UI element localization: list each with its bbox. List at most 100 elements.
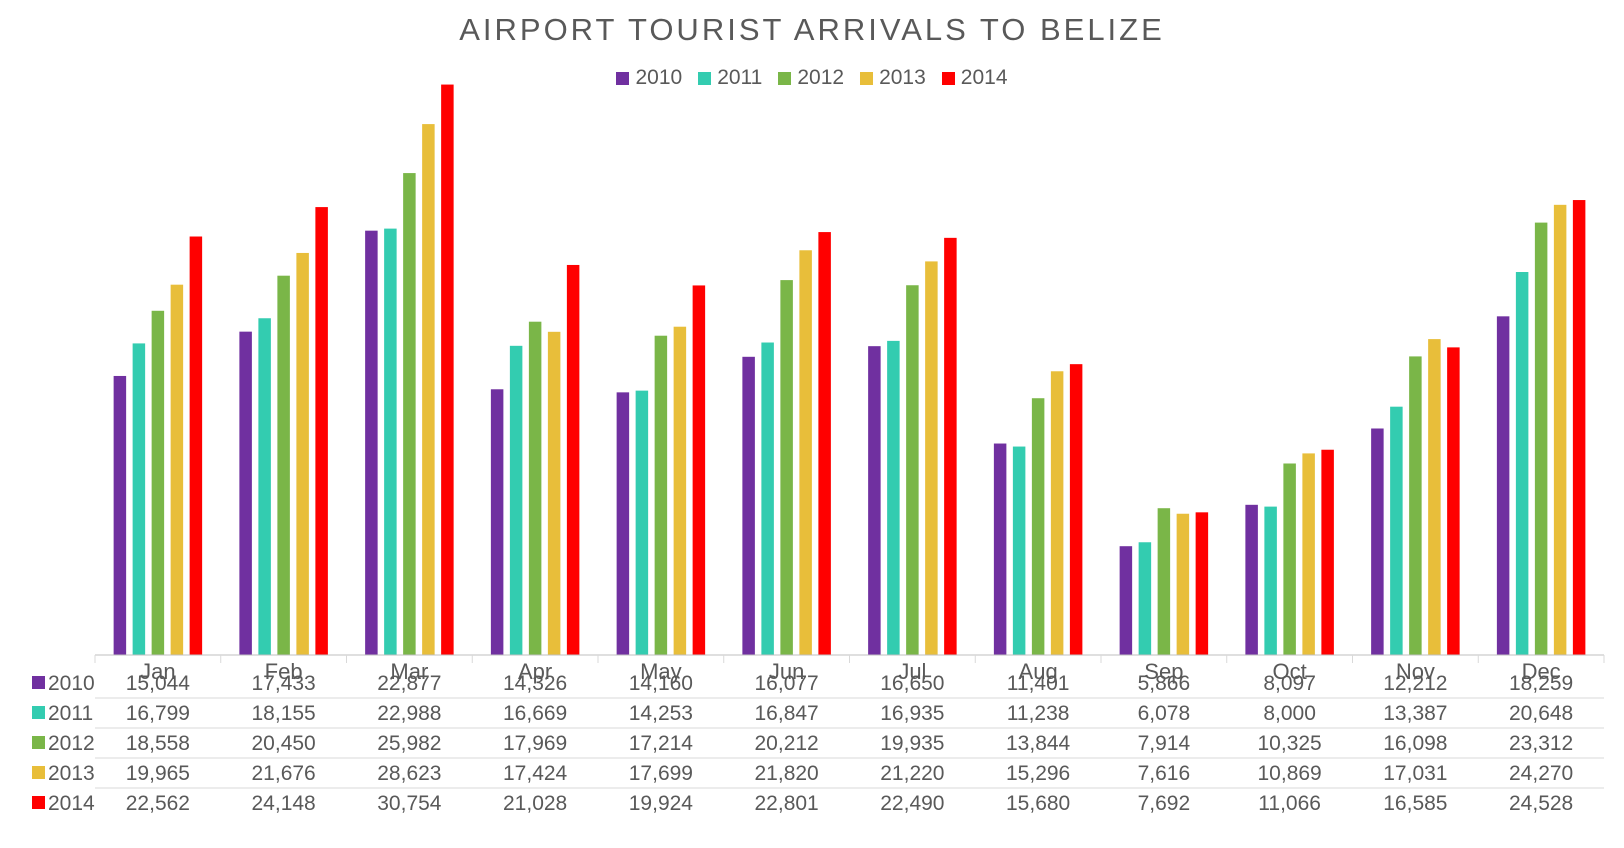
bar-2013-apr	[547, 331, 561, 655]
bar-2010-apr	[490, 389, 504, 655]
legend-swatch-2010	[616, 71, 630, 85]
table-cell-2013-feb: 21,676	[252, 762, 316, 785]
table-cell-2010-mar: 22,877	[377, 672, 441, 695]
table-row-label-2012: 2012	[48, 732, 95, 755]
x-tick-label-apr: Apr	[518, 659, 552, 684]
bar-2013-jan	[170, 284, 184, 655]
bar-2010-jul	[868, 346, 881, 655]
table-cell-2013-jul: 21,220	[880, 762, 944, 785]
bar-2011-feb	[258, 318, 271, 655]
bar-2011-may	[635, 390, 649, 655]
x-tick-label-jan: Jan	[140, 659, 175, 684]
legend-label-2013: 2013	[879, 66, 926, 89]
table-cell-2011-aug: 11,238	[1007, 702, 1070, 725]
table-row-label-2014: 2014	[48, 792, 95, 815]
legend-item-2011: 2011	[698, 66, 762, 90]
legend-swatch-2014	[941, 71, 955, 85]
bar-2010-sep	[1119, 546, 1133, 655]
table-cell-2013-sep: 7,616	[1138, 762, 1191, 785]
table-cell-2013-dec: 24,270	[1509, 762, 1573, 785]
bar-2010-may	[616, 392, 630, 655]
bar-2010-jun	[742, 356, 755, 655]
table-cell-2014-aug: 15,680	[1006, 792, 1070, 815]
table-cell-2014-jul: 22,490	[880, 792, 944, 815]
bar-2010-dec	[1496, 316, 1510, 655]
table-cell-2014-mar: 30,754	[377, 792, 442, 815]
x-tick-label-may: May	[640, 659, 682, 684]
legend-swatch-2013	[860, 71, 874, 85]
legend-item-2014: 2014	[941, 66, 1008, 90]
table-cell-2012-nov: 16,098	[1383, 732, 1447, 755]
bar-2012-dec	[1534, 222, 1548, 655]
bar-2013-dec	[1553, 204, 1567, 655]
table-cell-2010-jul: 16,650	[880, 672, 944, 695]
table-cell-2010-feb: 17,433	[252, 672, 316, 695]
bar-2011-oct	[1264, 506, 1277, 655]
table-cell-2012-mar: 25,982	[377, 732, 441, 755]
x-tick-label-sep: Sep	[1144, 659, 1183, 684]
table-cell-2013-nov: 17,031	[1383, 762, 1447, 785]
bar-2012-may	[654, 335, 668, 655]
table-swatch-2013	[32, 766, 45, 779]
bar-2013-may	[673, 326, 687, 655]
table-cell-2011-jun: 16,847	[755, 702, 819, 725]
bar-2012-mar	[403, 173, 416, 655]
table-cell-2011-mar: 22,988	[377, 702, 441, 725]
table-cell-2011-feb: 18,155	[252, 702, 316, 725]
bar-2012-jan	[151, 310, 165, 655]
legend-swatch-2012	[778, 71, 792, 85]
bar-2014-oct	[1321, 449, 1334, 655]
bar-2013-nov	[1428, 339, 1441, 655]
table-cell-2010-oct: 8,097	[1263, 672, 1316, 695]
table-cell-2011-sep: 6,078	[1138, 702, 1191, 725]
bar-2013-feb	[296, 252, 309, 655]
table-cell-2014-may: 19,924	[629, 792, 694, 815]
table-cell-2010-dec: 18,259	[1509, 672, 1573, 695]
x-tick-label-jul: Jul	[898, 659, 926, 684]
table-cell-2011-apr: 16,669	[503, 702, 567, 725]
table-cell-2014-sep: 7,692	[1138, 792, 1191, 815]
table-row-label-2010: 2010	[48, 672, 95, 695]
table-cell-2014-jan: 22,562	[126, 792, 190, 815]
bar-2010-nov	[1371, 428, 1384, 655]
table-cell-2013-mar: 28,623	[377, 762, 441, 785]
legend-label-2012: 2012	[797, 66, 845, 89]
table-cell-2010-sep: 5,866	[1138, 672, 1191, 695]
table-cell-2011-jan: 16,799	[126, 702, 190, 725]
table-cell-2013-may: 17,699	[629, 762, 693, 785]
x-tick-label-feb: Feb	[265, 659, 303, 684]
legend-swatch-2011	[698, 71, 712, 85]
table-cell-2014-dec: 24,528	[1509, 792, 1573, 815]
bar-2013-jun	[799, 250, 812, 655]
table-cell-2012-may: 17,214	[629, 732, 694, 755]
table-swatch-2014	[32, 796, 45, 809]
table-cell-2013-apr: 17,424	[503, 762, 568, 785]
bar-2013-aug	[1050, 371, 1064, 655]
table-swatch-2012	[32, 736, 45, 749]
bar-2012-aug	[1031, 398, 1045, 655]
bar-2011-mar	[384, 228, 397, 656]
table-cell-2014-oct: 11,066	[1258, 792, 1321, 815]
bar-2014-may	[692, 285, 706, 655]
table-cell-2012-aug: 13,844	[1006, 732, 1071, 755]
table-cell-2012-apr: 17,969	[503, 732, 567, 755]
table-cell-2011-may: 14,253	[629, 702, 693, 725]
bar-2014-jun	[818, 232, 831, 655]
x-tick-label-aug: Aug	[1019, 659, 1058, 684]
table-cell-2010-jun: 16,077	[755, 672, 819, 695]
table-cell-2011-oct: 8,000	[1263, 702, 1316, 725]
legend-item-2013: 2013	[860, 66, 926, 90]
bar-2011-jan	[132, 343, 146, 655]
table-cell-2013-jun: 21,820	[755, 762, 819, 785]
x-tick-label-mar: Mar	[390, 659, 428, 684]
legend-item-2010: 2010	[616, 66, 682, 90]
x-tick-label-nov: Nov	[1396, 659, 1435, 684]
bar-2013-oct	[1302, 453, 1315, 655]
bar-2012-sep	[1157, 508, 1171, 655]
bar-2014-apr	[566, 264, 580, 655]
bar-2012-nov	[1409, 356, 1422, 655]
x-tick-label-jun: Jun	[769, 659, 804, 684]
table-cell-2012-dec: 23,312	[1509, 732, 1573, 755]
table-cell-2011-dec: 20,648	[1509, 702, 1573, 725]
